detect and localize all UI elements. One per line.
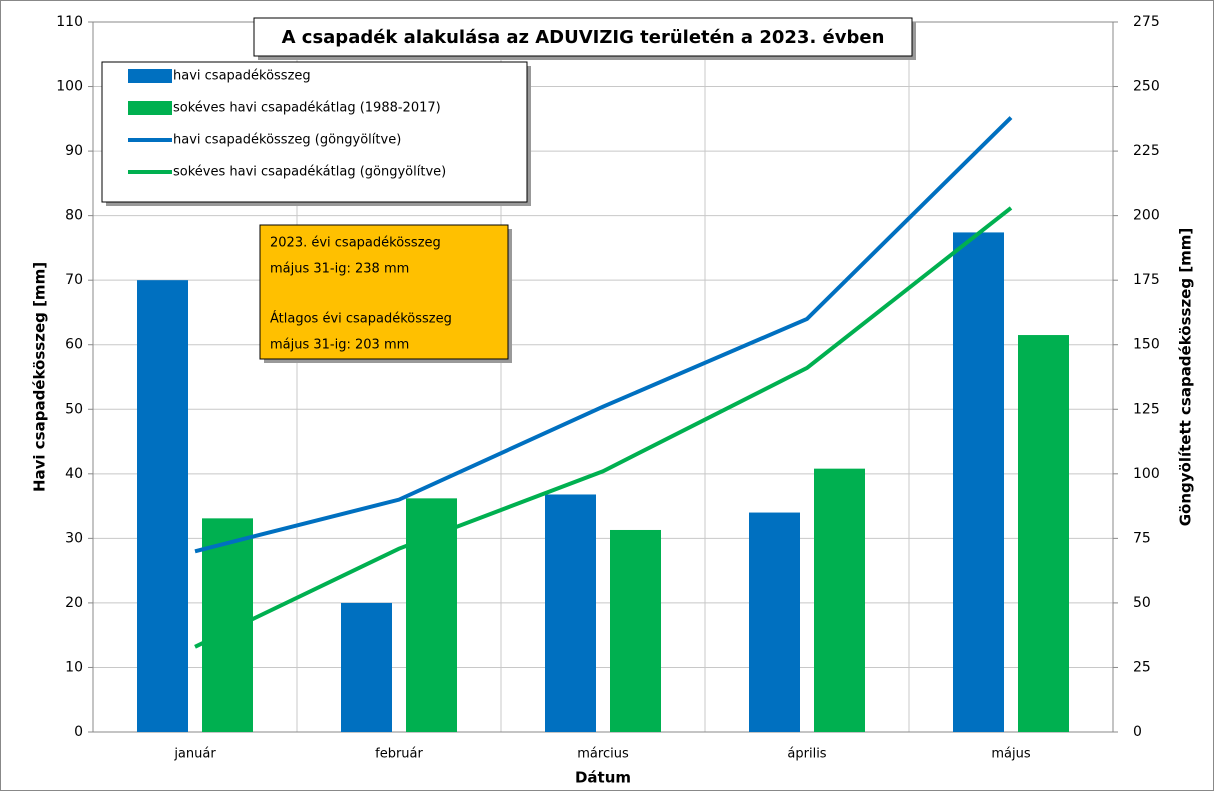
y2-tick-label: 250 — [1133, 79, 1160, 95]
x-tick-label: március — [577, 747, 629, 762]
annotation-text: május 31-ig: 203 mm — [270, 338, 409, 353]
y-tick-label: 20 — [65, 595, 83, 611]
bar — [953, 232, 1004, 732]
y2-tick-label: 25 — [1133, 659, 1151, 675]
legend-swatch — [128, 69, 172, 83]
y2-tick-label: 125 — [1133, 401, 1160, 417]
annotation-text: május 31-ig: 238 mm — [270, 262, 409, 277]
y2-tick-label: 275 — [1133, 14, 1160, 30]
x-tick-label: január — [173, 747, 216, 762]
bar — [406, 498, 457, 732]
y-tick-label: 80 — [65, 208, 83, 224]
y2-tick-label: 175 — [1133, 272, 1160, 288]
y-axis-label: Havi csapadékösszeg [mm] — [31, 262, 49, 492]
y-tick-label: 10 — [65, 659, 83, 675]
bar — [341, 602, 392, 732]
y-tick-label: 50 — [65, 401, 83, 417]
annotation-box — [259, 224, 509, 360]
y-tick-label: 60 — [65, 337, 83, 353]
bar — [1018, 335, 1069, 732]
y2-tick-label: 225 — [1133, 143, 1160, 159]
bar — [749, 512, 800, 732]
annotation-text: 2023. évi csapadékösszeg — [270, 236, 441, 251]
title-box — [253, 17, 913, 57]
bar — [814, 468, 865, 732]
x-tick-label: április — [787, 747, 826, 762]
y-tick-label: 30 — [65, 530, 83, 546]
legend-label: sokéves havi csapadékátlag (1988-2017) — [173, 101, 441, 116]
y-tick-label: 90 — [65, 143, 83, 159]
annotation-text: Átlagos évi csapadékösszeg — [270, 311, 452, 327]
y2-tick-label: 200 — [1133, 208, 1160, 224]
bar — [545, 494, 596, 732]
y2-tick-label: 75 — [1133, 530, 1151, 546]
bar — [610, 529, 661, 732]
y-tick-label: 110 — [56, 14, 83, 30]
x-axis-label: Dátum — [575, 769, 631, 787]
chart-title: A csapadék alakulása az ADUVIZIG terület… — [282, 27, 885, 48]
legend-label: havi csapadékösszeg (göngyölítve) — [173, 133, 401, 148]
x-tick-label: május — [991, 747, 1030, 762]
y2-tick-label: 0 — [1133, 724, 1142, 740]
y-tick-label: 40 — [65, 466, 83, 482]
y2-axis-label: Göngyölített csapadékösszeg [mm] — [1177, 228, 1195, 527]
legend-box — [101, 61, 528, 203]
bar — [137, 280, 188, 732]
x-tick-label: február — [375, 747, 423, 762]
y2-tick-label: 150 — [1133, 337, 1160, 353]
y2-tick-label: 50 — [1133, 595, 1151, 611]
bar — [202, 518, 253, 732]
line — [194, 116, 1013, 554]
y2-tick-label: 100 — [1133, 466, 1160, 482]
y-tick-label: 100 — [56, 79, 83, 95]
legend-label: havi csapadékösszeg — [173, 69, 311, 84]
y-tick-label: 0 — [74, 724, 83, 740]
legend-swatch — [128, 101, 172, 115]
legend-label: sokéves havi csapadékátlag (göngyölítve) — [173, 165, 446, 180]
line — [194, 206, 1013, 649]
y-tick-label: 70 — [65, 272, 83, 288]
